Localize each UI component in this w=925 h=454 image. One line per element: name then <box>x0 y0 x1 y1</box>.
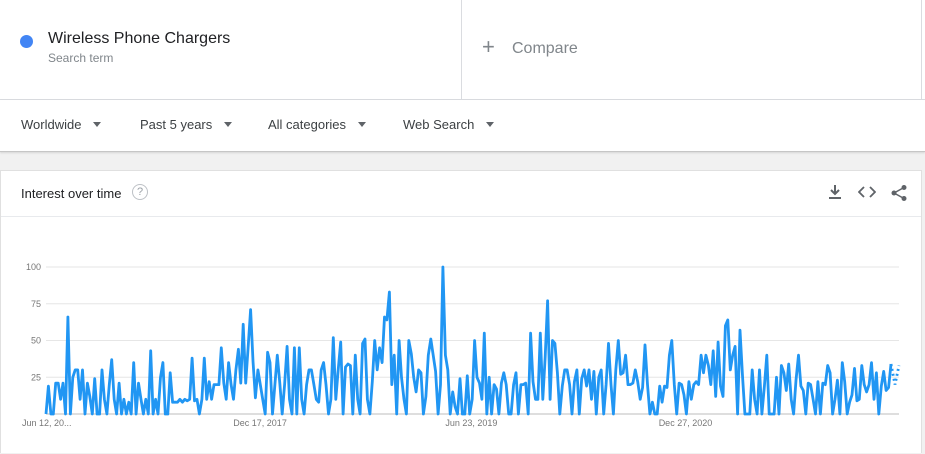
chevron-down-icon <box>224 122 233 127</box>
search-term-name[interactable]: Wireless Phone Chargers <box>48 30 231 47</box>
chevron-down-icon <box>358 122 367 127</box>
x-tick-label: Dec 17, 2017 <box>233 418 287 428</box>
interest-line-chart: 25 50 75 100 Jun 12, 20... Dec 17, 2017 Jun 23… <box>22 262 901 428</box>
plus-icon: + <box>482 34 495 59</box>
filter-search-type-label: Web Search <box>403 117 475 132</box>
y-tick-label: 50 <box>31 336 41 346</box>
x-tick-label: Jun 12, 20... <box>22 418 72 428</box>
series-line-partial <box>889 363 901 385</box>
filter-category[interactable]: All categories <box>268 117 367 132</box>
chevron-down-icon <box>93 122 102 127</box>
search-term-subtitle: Search term <box>48 51 114 65</box>
filter-bar: Worldwide Past 5 years All categories We… <box>0 100 925 152</box>
interest-over-time-card: Interest over time ? 25 50 75 100 Jun 12, 20… <box>0 170 922 453</box>
y-tick-label: 25 <box>31 372 41 382</box>
share-icon[interactable] <box>889 184 909 204</box>
download-icon[interactable] <box>825 184 845 204</box>
embed-code-icon[interactable] <box>857 184 877 204</box>
search-header: Wireless Phone Chargers Search term + Co… <box>0 0 925 100</box>
card-title: Interest over time <box>21 186 122 201</box>
filter-region-label: Worldwide <box>21 117 82 132</box>
series-color-dot <box>20 35 33 48</box>
filter-category-label: All categories <box>268 117 347 132</box>
filter-search-type[interactable]: Web Search <box>403 117 495 132</box>
filter-region[interactable]: Worldwide <box>21 117 102 132</box>
search-term-card[interactable]: Wireless Phone Chargers Search term <box>0 0 462 100</box>
filter-time-range-label: Past 5 years <box>140 117 213 132</box>
x-tick-label: Dec 27, 2020 <box>659 418 713 428</box>
series-line <box>44 265 893 416</box>
y-tick-label: 75 <box>31 299 41 309</box>
y-tick-label: 100 <box>26 262 41 272</box>
x-tick-label: Jun 23, 2019 <box>445 418 497 428</box>
chevron-down-icon <box>486 122 495 127</box>
filter-time-range[interactable]: Past 5 years <box>140 117 233 132</box>
compare-card[interactable]: + Compare <box>462 0 922 100</box>
help-icon[interactable]: ? <box>132 184 148 200</box>
card-header: Interest over time ? <box>1 171 921 217</box>
compare-label[interactable]: Compare <box>512 40 578 57</box>
